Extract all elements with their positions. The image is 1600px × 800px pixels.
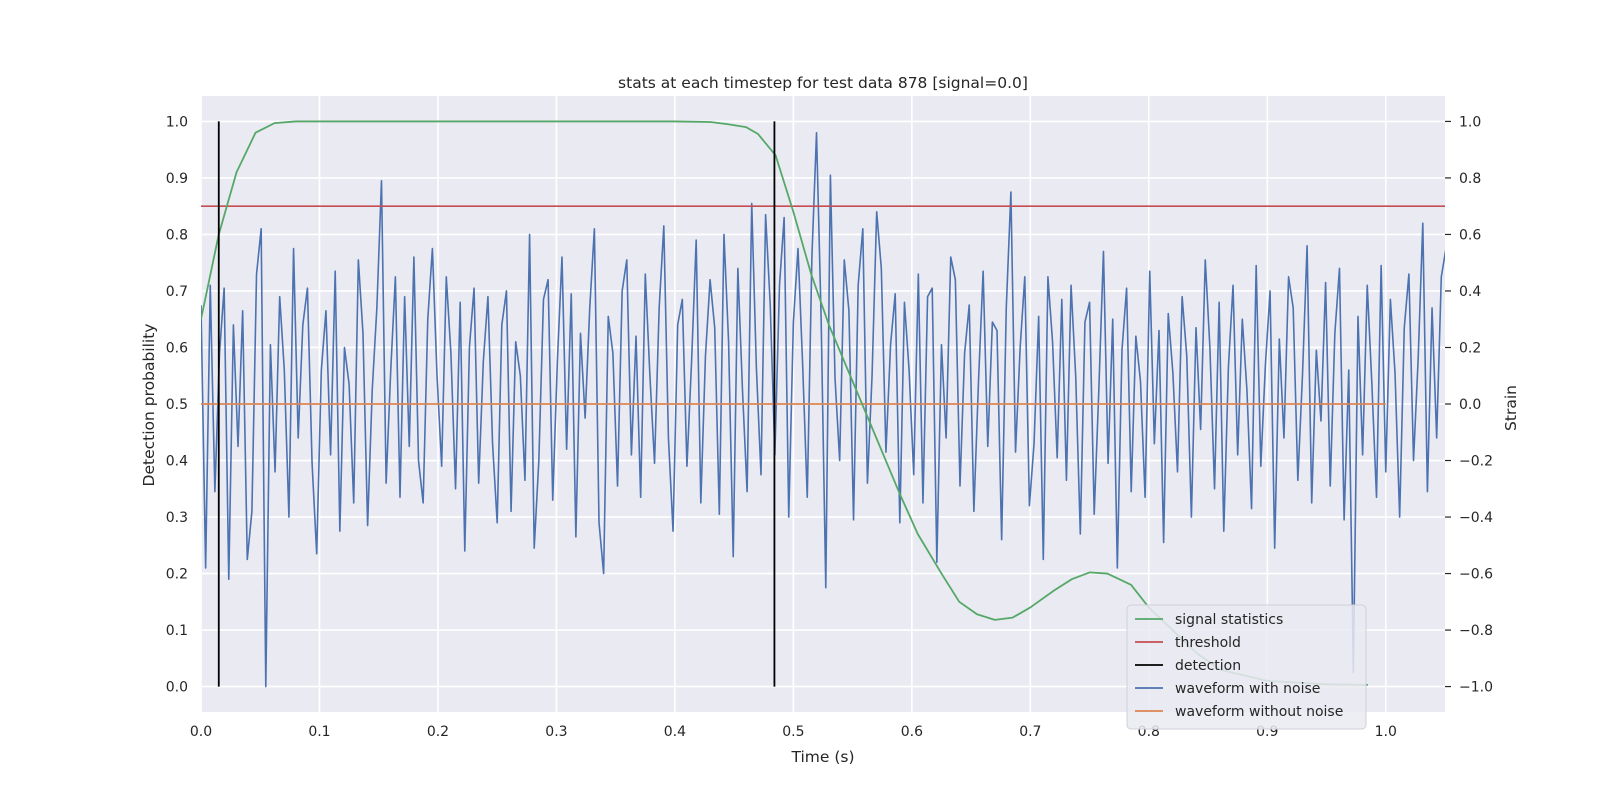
y2-tick-label: −1.0: [1459, 680, 1493, 696]
y2-tick-label: −0.4: [1459, 510, 1493, 526]
y-axis-label: Detection probability: [140, 324, 158, 487]
x-tick-label: 1.0: [1375, 724, 1397, 740]
x-tick-label: 0.6: [901, 724, 923, 740]
axes: 0.0 0.1 0.2 0.3 0.4 0.5 0.6 0.7 0.8 0.9 1.0 0.0 0.1 0…: [166, 114, 1493, 740]
y2-tick-label: 0.6: [1459, 227, 1481, 243]
legend-label: waveform without noise: [1175, 704, 1343, 720]
y2-tick-label: −0.2: [1459, 454, 1493, 470]
series-signal-statistics: [201, 120, 1369, 686]
x-tick-label: 0.2: [427, 724, 449, 740]
series-waveform-with-noise: [201, 131, 1445, 688]
series-layer: [201, 120, 1445, 688]
y-tick-label: 0.4: [166, 454, 188, 470]
legend-label: signal statistics: [1175, 612, 1283, 628]
y-tick-label: 0.0: [166, 680, 188, 696]
y-tick-label: 0.5: [166, 397, 188, 413]
y2-tick-label: −0.8: [1459, 623, 1493, 639]
legend-label: threshold: [1175, 635, 1241, 651]
y2-tick-label: 1.0: [1459, 114, 1481, 130]
y-tick-label: 0.6: [166, 340, 188, 356]
y-tick-label: 1.0: [166, 114, 188, 130]
x-tick-label: 0.5: [782, 724, 804, 740]
x-axis-label: Time (s): [790, 748, 854, 766]
y2-axis-label: Strain: [1502, 385, 1520, 431]
y2-tick-label: −0.6: [1459, 567, 1493, 583]
x-tick-label: 0.4: [664, 724, 686, 740]
legend-label: detection: [1175, 658, 1241, 674]
x-tick-label: 0.7: [1019, 724, 1041, 740]
y2-tick-label: 0.0: [1459, 397, 1481, 413]
y-tick-label: 0.8: [166, 227, 188, 243]
y2-tick-label: 0.4: [1459, 284, 1481, 300]
y-tick-label: 0.1: [166, 623, 188, 639]
x-tick-label: 0.3: [545, 724, 567, 740]
y2-tick-label: 0.2: [1459, 340, 1481, 356]
legend: signal statistics threshold detection wavef…: [1126, 604, 1367, 730]
legend-frame: [1126, 604, 1367, 730]
legend-label: waveform with noise: [1175, 681, 1320, 697]
x-tick-label: 0.0: [190, 724, 212, 740]
y-tick-label: 0.3: [166, 510, 188, 526]
y-tick-label: 0.9: [166, 171, 188, 187]
y-tick-label: 0.7: [166, 284, 188, 300]
chart-title: stats at each timestep for test data 878…: [618, 74, 1028, 92]
y2-tick-label: 0.8: [1459, 171, 1481, 187]
y-tick-label: 0.2: [166, 567, 188, 583]
x-tick-label: 0.1: [308, 724, 330, 740]
